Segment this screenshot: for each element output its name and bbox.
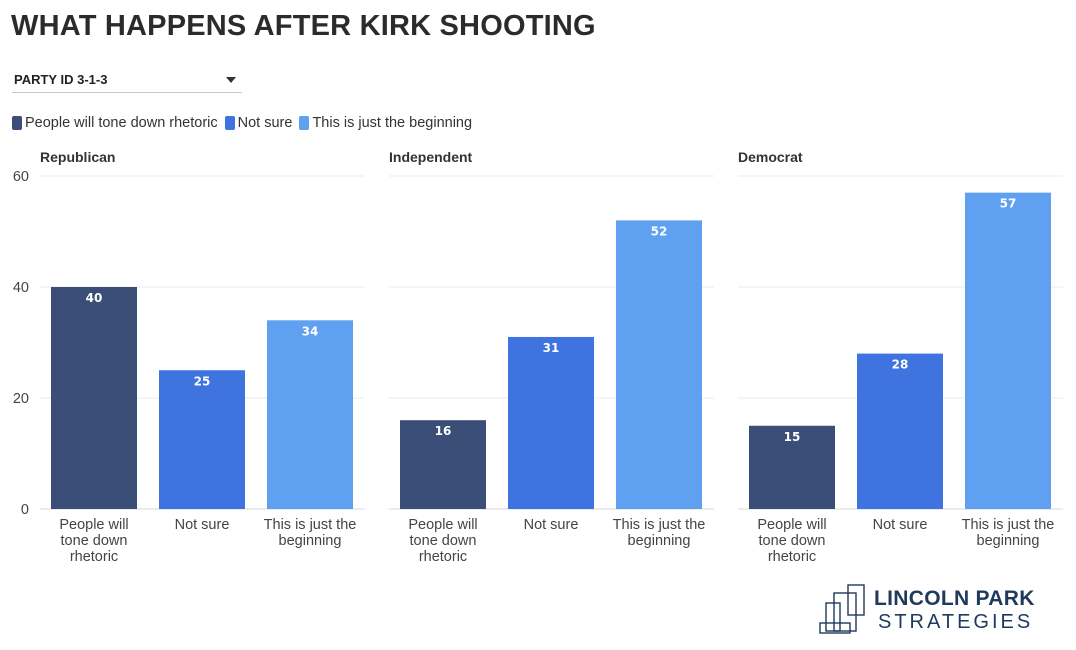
x-tick-label-democrat-tone-down-2: rhetoric <box>768 549 816 565</box>
x-tick-label-independent-not-sure-0: Not sure <box>524 517 579 533</box>
legend-label-beginning: This is just the beginning <box>312 115 473 131</box>
x-tick-label-democrat-tone-down-1: tone down <box>759 533 826 549</box>
panel-title-democrat: Democrat <box>738 149 803 165</box>
logo-line-1: LINCOLN PARK <box>874 587 1035 610</box>
legend-swatch-beginning <box>299 116 310 130</box>
chevron-down-icon[interactable] <box>226 77 236 83</box>
x-tick-label-democrat-not-sure-0: Not sure <box>873 517 928 533</box>
legend-item-beginning[interactable]: This is just the beginning <box>299 115 472 131</box>
legend-swatch-not-sure <box>224 116 235 130</box>
x-tick-label-republican-tone-down-1: tone down <box>61 533 128 549</box>
panel-title-republican: Republican <box>40 149 115 165</box>
x-tick-label-democrat-tone-down-0: People will <box>757 517 826 533</box>
bar-republican-tone-down <box>51 287 137 509</box>
party-id-dropdown[interactable]: PARTY ID 3-1-3 <box>12 68 242 93</box>
data-label-independent-beginning: 52 <box>651 224 668 238</box>
x-tick-label-independent-tone-down-2: rhetoric <box>419 549 467 565</box>
data-label-independent-tone-down: 16 <box>435 424 452 438</box>
bar-republican-not-sure <box>159 370 245 509</box>
bar-republican-beginning <box>267 320 353 509</box>
legend-label-tone-down: People will tone down rhetoric <box>25 115 218 131</box>
chart-title: WHAT HAPPENS AFTER KIRK SHOOTING <box>11 10 596 42</box>
x-tick-label-republican-not-sure-0: Not sure <box>175 517 230 533</box>
x-tick-label-republican-tone-down-0: People will <box>59 517 128 533</box>
x-tick-label-independent-beginning-0: This is just the <box>613 517 706 533</box>
bar-independent-not-sure <box>508 336 594 509</box>
x-tick-label-independent-beginning-1: beginning <box>628 533 691 549</box>
logo-mark-icon <box>819 584 865 634</box>
data-label-republican-tone-down: 40 <box>86 291 103 305</box>
y-tick-label-40: 40 <box>13 280 29 296</box>
bar-democrat-not-sure <box>857 353 943 509</box>
bar-democrat-beginning <box>965 192 1051 509</box>
x-tick-label-democrat-beginning-0: This is just the <box>962 517 1055 533</box>
legend: People will tone down rhetoric Not sure … <box>12 115 479 131</box>
legend-item-tone-down[interactable]: People will tone down rhetoric <box>12 115 218 131</box>
panel-title-independent: Independent <box>389 149 473 165</box>
x-tick-label-independent-tone-down-0: People will <box>408 517 477 533</box>
data-label-democrat-not-sure: 28 <box>892 358 909 372</box>
data-label-republican-not-sure: 25 <box>194 374 211 388</box>
y-tick-label-20: 20 <box>13 391 29 407</box>
data-label-democrat-tone-down: 15 <box>784 430 801 444</box>
dropdown-selected-value: PARTY ID 3-1-3 <box>14 72 108 87</box>
bar-independent-tone-down <box>400 420 486 509</box>
y-tick-label-0: 0 <box>21 502 29 518</box>
data-label-republican-beginning: 34 <box>302 324 319 338</box>
bar-democrat-tone-down <box>749 425 835 509</box>
legend-swatch-tone-down <box>12 116 22 130</box>
legend-label-not-sure: Not sure <box>237 115 293 131</box>
x-tick-label-republican-tone-down-2: rhetoric <box>70 549 118 565</box>
x-tick-label-republican-beginning-0: This is just the <box>264 517 357 533</box>
bar-independent-beginning <box>616 220 702 509</box>
lincoln-park-logo: LINCOLN PARK STRATEGIES <box>818 583 1038 637</box>
x-tick-label-independent-tone-down-1: tone down <box>410 533 477 549</box>
y-tick-label-60: 60 <box>13 169 29 185</box>
logo-line-2: STRATEGIES <box>878 611 1034 633</box>
legend-item-not-sure[interactable]: Not sure <box>224 115 293 131</box>
x-tick-label-democrat-beginning-1: beginning <box>977 533 1040 549</box>
x-tick-label-republican-beginning-1: beginning <box>279 533 342 549</box>
data-label-democrat-beginning: 57 <box>1000 197 1017 211</box>
data-label-independent-not-sure: 31 <box>543 341 560 355</box>
